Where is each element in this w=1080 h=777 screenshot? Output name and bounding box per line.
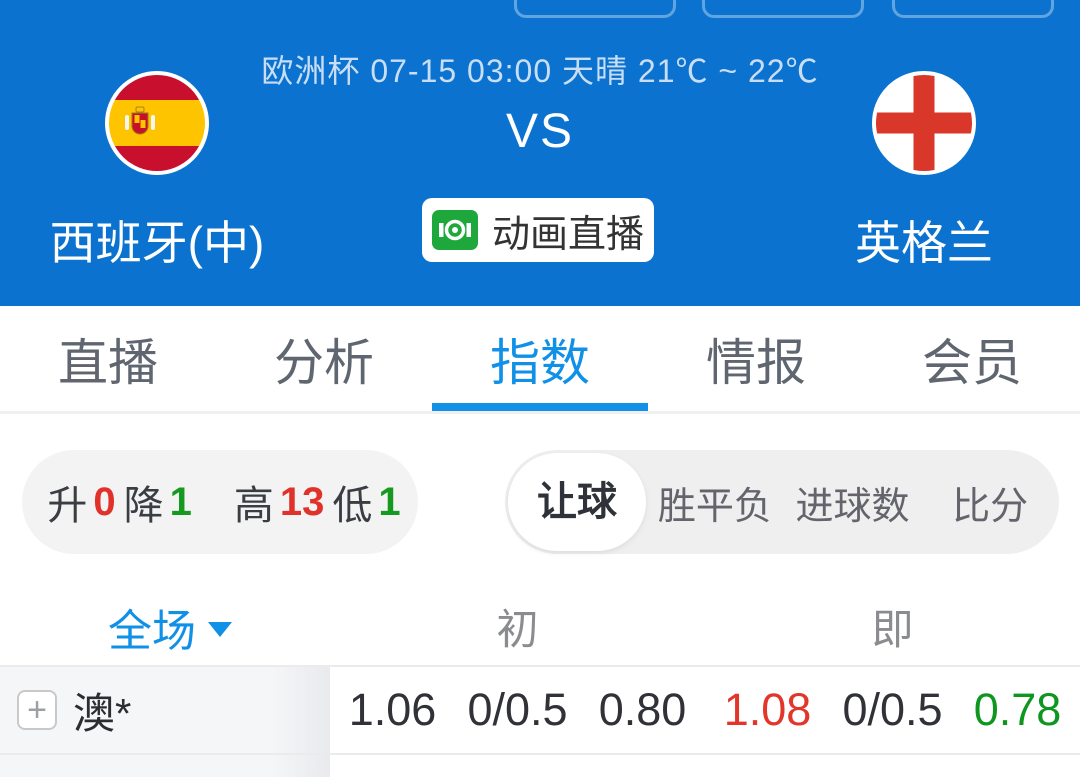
animated-live-button[interactable]: 动画直播	[422, 198, 654, 262]
column-header-live: 即	[871, 606, 914, 653]
match-header: 欧洲杯 07-15 03:00 天晴 21℃ ~ 22℃ 西班牙(中) VS	[0, 0, 1080, 306]
away-team-name: 英格兰	[855, 217, 993, 269]
spain-coat-of-arms-icon	[125, 106, 155, 135]
bookmaker-name: 澳*	[73, 689, 132, 737]
summary-up-label: 升	[47, 484, 88, 528]
summary-down-value: 1	[169, 479, 192, 524]
chevron-down-icon	[208, 621, 232, 637]
odds-table-row[interactable]: + 澳* 1.06 0/0.5 0.80 1.08 0/0.5 0.78	[0, 665, 1080, 755]
column-header-initial: 初	[496, 606, 539, 653]
market-type-tabs: 让球 胜平负 进球数 比分	[505, 450, 1059, 554]
bookmaker-cell-partial	[0, 755, 330, 777]
top-button-2[interactable]	[702, 0, 864, 18]
away-team: 英格兰	[804, 71, 1044, 273]
summary-high-label: 高	[233, 484, 274, 528]
england-flag-icon	[872, 71, 976, 175]
tab-membership[interactable]: 会员	[922, 334, 1022, 391]
summary-high-value: 13	[279, 479, 325, 524]
live-away-odds: 0.78	[973, 684, 1062, 735]
odds-values: 1.06 0/0.5 0.80 1.08 0/0.5 0.78	[330, 667, 1080, 753]
top-button-1[interactable]	[514, 0, 676, 18]
bookmaker-cell: + 澳*	[0, 667, 330, 753]
tab-intelligence[interactable]: 情报	[706, 334, 806, 391]
summary-low-label: 低	[332, 484, 373, 528]
football-pitch-icon	[431, 210, 478, 250]
tab-odds[interactable]: 指数	[432, 306, 648, 411]
odds-table-row-partial[interactable]	[0, 755, 1080, 777]
odds-values-partial	[330, 755, 1080, 777]
summary-low-value: 1	[378, 479, 401, 524]
tab-live[interactable]: 直播	[58, 334, 158, 391]
home-team-name: 西班牙(中)	[49, 217, 265, 269]
table-header-row: 全场 初 即	[0, 588, 1080, 665]
live-home-odds: 1.08	[723, 684, 812, 735]
initial-home-odds: 1.06	[348, 684, 437, 735]
summary-down-label: 降	[123, 484, 164, 528]
spain-flag-icon	[105, 71, 209, 175]
live-handicap: 0/0.5	[842, 684, 943, 735]
market-tab-score[interactable]: 比分	[952, 485, 1029, 528]
market-tab-goals[interactable]: 进球数	[795, 485, 910, 528]
market-tab-handicap[interactable]: 让球	[508, 453, 646, 551]
plus-expand-icon[interactable]: +	[17, 690, 57, 730]
initial-handicap: 0/0.5	[467, 684, 568, 735]
initial-away-odds: 0.80	[598, 684, 687, 735]
scope-dropdown[interactable]: 全场	[0, 595, 330, 659]
market-tab-1x2[interactable]: 胜平负	[657, 485, 772, 528]
scope-label: 全场	[108, 606, 196, 656]
match-info: 欧洲杯 07-15 03:00 天晴 21℃ ~ 22℃	[261, 53, 819, 89]
tab-analysis[interactable]: 分析	[274, 334, 374, 391]
main-tab-bar: 直播 分析 指数 情报 会员	[0, 306, 1080, 414]
summary-up-value: 0	[93, 479, 116, 524]
england-cross-horizontal	[876, 112, 972, 134]
home-team: 西班牙(中)	[37, 71, 277, 273]
animated-live-label: 动画直播	[491, 213, 644, 256]
vs-label: VS	[505, 105, 575, 158]
top-button-3[interactable]	[892, 0, 1054, 18]
